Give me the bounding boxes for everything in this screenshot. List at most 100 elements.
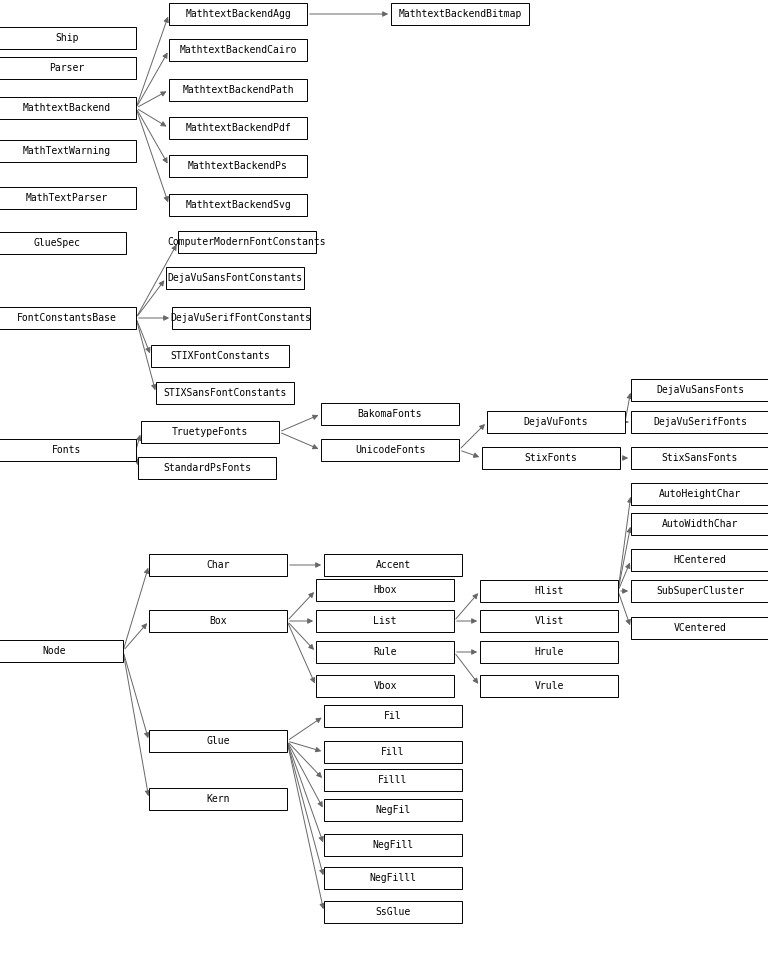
Bar <box>166 267 304 289</box>
Text: BakomaFonts: BakomaFonts <box>358 409 422 419</box>
Bar <box>149 610 287 632</box>
Text: Ship: Ship <box>55 33 79 43</box>
Text: Glue: Glue <box>207 736 230 746</box>
Text: UnicodeFonts: UnicodeFonts <box>355 445 425 455</box>
Text: Hbox: Hbox <box>373 585 397 595</box>
Bar <box>631 617 768 639</box>
Bar <box>480 580 618 602</box>
Bar <box>321 439 459 461</box>
Bar <box>480 610 618 632</box>
Bar <box>631 580 768 602</box>
Text: MathtextBackendPs: MathtextBackendPs <box>188 161 288 171</box>
Bar <box>316 579 454 601</box>
Text: MathtextBackendCairo: MathtextBackendCairo <box>179 45 296 55</box>
Text: AutoHeightChar: AutoHeightChar <box>659 489 741 499</box>
Text: SsGlue: SsGlue <box>376 907 411 917</box>
Text: StixSansFonts: StixSansFonts <box>662 453 738 463</box>
Text: DejaVuSansFonts: DejaVuSansFonts <box>656 385 744 395</box>
Text: TruetypeFonts: TruetypeFonts <box>172 427 248 437</box>
Text: Kern: Kern <box>207 794 230 804</box>
Bar <box>0 97 136 119</box>
Bar <box>149 554 287 576</box>
Text: Node: Node <box>42 646 66 656</box>
Bar <box>141 421 279 443</box>
Bar <box>324 769 462 791</box>
Text: Filll: Filll <box>379 775 408 785</box>
Text: NegFilll: NegFilll <box>369 873 416 883</box>
Bar <box>0 57 136 79</box>
Text: MathtextBackendAgg: MathtextBackendAgg <box>185 9 291 19</box>
Text: FontConstantsBase: FontConstantsBase <box>17 313 117 323</box>
Text: DejaVuFonts: DejaVuFonts <box>524 417 588 427</box>
Bar <box>178 231 316 253</box>
Bar <box>324 834 462 856</box>
Bar <box>0 140 136 162</box>
Bar <box>151 345 289 367</box>
Bar <box>324 867 462 889</box>
Bar <box>321 403 459 425</box>
Text: Vbox: Vbox <box>373 681 397 691</box>
Bar <box>138 457 276 479</box>
Bar <box>0 439 136 461</box>
Bar <box>324 901 462 923</box>
Text: HCentered: HCentered <box>674 555 727 565</box>
Bar <box>631 379 768 401</box>
Bar <box>316 641 454 663</box>
Bar <box>324 741 462 763</box>
Text: MathtextBackendPath: MathtextBackendPath <box>182 85 294 95</box>
Bar <box>156 382 294 404</box>
Bar <box>0 187 136 209</box>
Bar <box>487 411 625 433</box>
Bar <box>169 117 307 139</box>
Text: STIXFontConstants: STIXFontConstants <box>170 351 270 361</box>
Text: Parser: Parser <box>49 63 84 73</box>
Text: DejaVuSansFontConstants: DejaVuSansFontConstants <box>167 273 303 283</box>
Bar <box>631 447 768 469</box>
Text: MathTextParser: MathTextParser <box>26 193 108 203</box>
Bar <box>169 155 307 177</box>
Bar <box>631 513 768 535</box>
Bar <box>391 3 529 25</box>
Text: Fil: Fil <box>384 711 402 721</box>
Text: Accent: Accent <box>376 560 411 570</box>
Text: StandardPsFonts: StandardPsFonts <box>163 463 251 473</box>
Bar <box>172 307 310 329</box>
Text: Char: Char <box>207 560 230 570</box>
Text: Fill: Fill <box>381 747 405 757</box>
Text: MathtextBackend: MathtextBackend <box>23 103 111 113</box>
Text: ComputerModernFontConstants: ComputerModernFontConstants <box>167 237 326 247</box>
Bar <box>169 39 307 61</box>
Bar <box>631 549 768 571</box>
Text: List: List <box>373 616 397 626</box>
Text: StixFonts: StixFonts <box>525 453 578 463</box>
Text: GlueSpec: GlueSpec <box>34 238 81 248</box>
Bar <box>480 641 618 663</box>
Bar <box>149 788 287 810</box>
Bar <box>631 411 768 433</box>
Text: Fonts: Fonts <box>52 445 81 455</box>
Text: Hrule: Hrule <box>535 647 564 657</box>
Bar <box>324 705 462 727</box>
Text: Vlist: Vlist <box>535 616 564 626</box>
Bar <box>169 3 307 25</box>
Bar <box>482 447 620 469</box>
Bar <box>324 554 462 576</box>
Bar <box>480 675 618 697</box>
Text: VCentered: VCentered <box>674 623 727 633</box>
Bar <box>149 730 287 752</box>
Bar <box>169 194 307 216</box>
Bar <box>0 307 136 329</box>
Text: NegFill: NegFill <box>372 840 413 850</box>
Text: Vrule: Vrule <box>535 681 564 691</box>
Text: AutoWidthChar: AutoWidthChar <box>662 519 738 529</box>
Text: DejaVuSerifFonts: DejaVuSerifFonts <box>653 417 747 427</box>
Bar <box>0 27 136 49</box>
Text: MathtextBackendBitmap: MathtextBackendBitmap <box>399 9 521 19</box>
Bar <box>324 799 462 821</box>
Text: Box: Box <box>209 616 227 626</box>
Bar <box>0 640 123 662</box>
Bar <box>316 610 454 632</box>
Bar <box>169 79 307 101</box>
Text: MathtextBackendSvg: MathtextBackendSvg <box>185 200 291 210</box>
Text: NegFil: NegFil <box>376 805 411 815</box>
